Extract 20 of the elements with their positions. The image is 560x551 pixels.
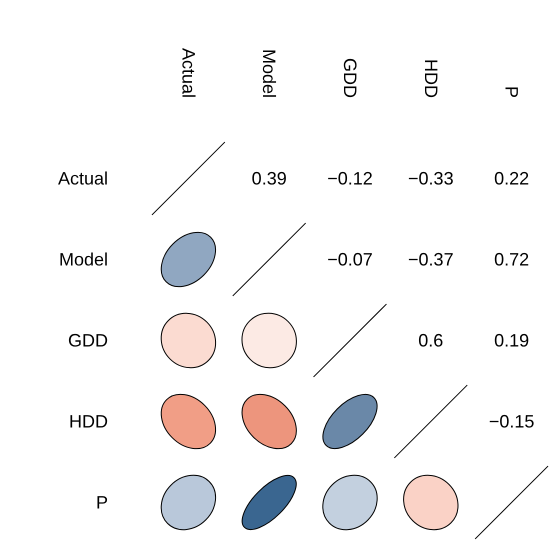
y-tick-label: Actual bbox=[58, 168, 108, 188]
y-tick-label: HDD bbox=[69, 412, 108, 432]
y-tick-label: GDD bbox=[68, 330, 108, 350]
data-label: −0.07 bbox=[327, 250, 373, 270]
data-label: 0.72 bbox=[494, 250, 530, 270]
data-label: −0.33 bbox=[408, 168, 454, 188]
data-label: −0.12 bbox=[327, 168, 373, 188]
data-label: 0.22 bbox=[494, 168, 530, 188]
data-label: −0.15 bbox=[488, 412, 534, 432]
data-label: 0.39 bbox=[252, 168, 287, 188]
data-label: 0.6 bbox=[418, 330, 444, 350]
data-label: −0.37 bbox=[408, 250, 454, 270]
x-tick-label: P bbox=[502, 86, 522, 98]
x-tick-label: Model bbox=[259, 48, 280, 98]
y-tick-label: P bbox=[96, 492, 108, 512]
x-tick-label: Actual bbox=[178, 48, 198, 98]
y-tick-label: Model bbox=[58, 250, 108, 270]
data-label: 0.19 bbox=[494, 330, 530, 350]
x-tick-label: HDD bbox=[420, 59, 441, 98]
x-tick-label: GDD bbox=[340, 58, 360, 98]
